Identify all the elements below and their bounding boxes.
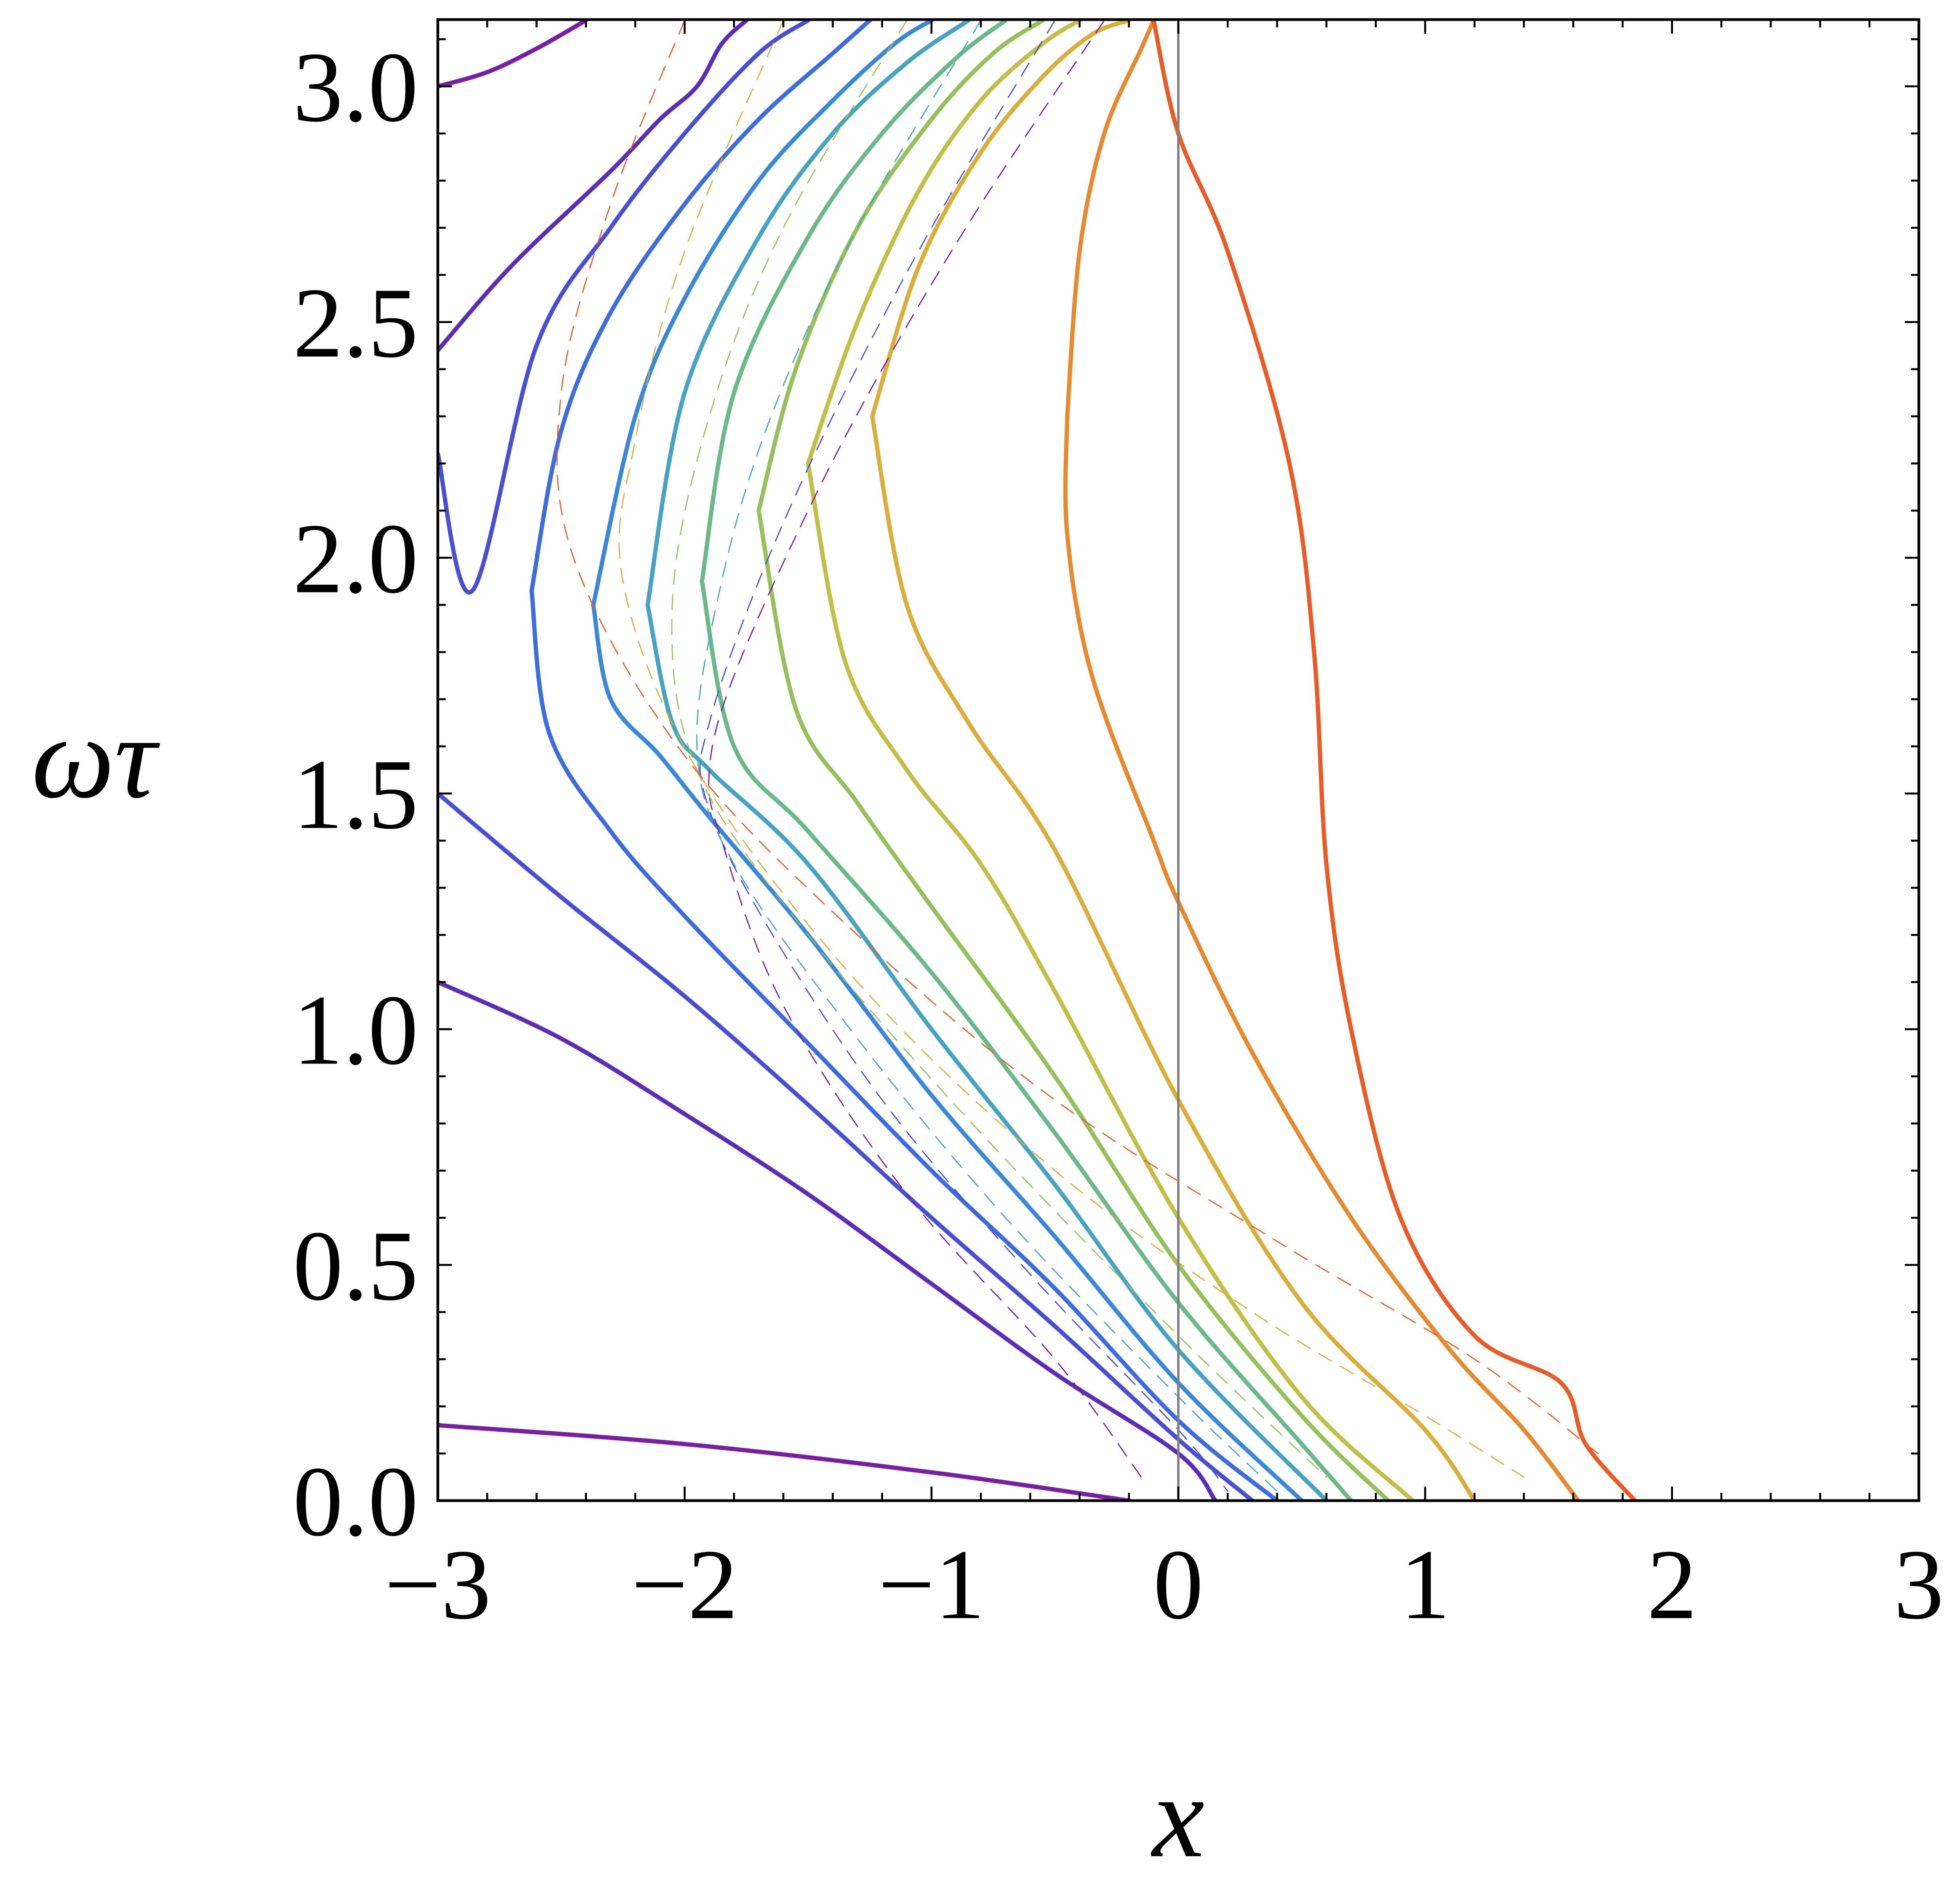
series-line-19 (870, 20, 1131, 419)
x-tick-label-6: 3 (1894, 1529, 1944, 1640)
series-line-16 (806, 461, 1415, 1501)
y-axis-label: ωτ (31, 692, 160, 822)
x-tick-label-2: −1 (878, 1529, 984, 1640)
series-line-22 (1151, 20, 1637, 1501)
series-line-9 (591, 20, 934, 607)
x-tick-label-0: −3 (385, 1529, 491, 1640)
dashed-series-line-24 (699, 20, 1228, 1492)
dashed-series-line-25 (696, 20, 1278, 1492)
y-tick-label-6: 3.0 (293, 32, 418, 143)
x-tick-label-5: 2 (1647, 1529, 1697, 1640)
series-line-11 (645, 20, 971, 607)
series-line-4 (438, 791, 1255, 1501)
series-line-13 (700, 20, 1008, 583)
tick-label-layer: −3 −2 −1 0 1 2 3 0.0 0.5 1.0 1.5 2.0 2.5 3.0 (293, 32, 1944, 1640)
tick-layer (437, 20, 1920, 1502)
series-line-20 (1063, 414, 1580, 1501)
y-tick-label-1: 0.5 (293, 1210, 418, 1321)
x-tick-label-1: −2 (631, 1529, 738, 1640)
series-line-15 (756, 20, 1045, 513)
series-line-21 (1065, 20, 1156, 419)
y-tick-label-3: 1.5 (293, 739, 418, 850)
series-line-5 (438, 20, 810, 595)
series-line-7 (529, 20, 872, 593)
series-line-18 (870, 414, 1477, 1501)
y-tick-label-0: 0.0 (293, 1446, 418, 1557)
x-axis-label: x (1151, 1752, 1205, 1882)
series-line-12 (700, 579, 1353, 1501)
y-tick-label-2: 1.0 (293, 975, 418, 1086)
dashed-series-line-23 (708, 20, 1142, 1478)
dashed-series-line-28 (556, 20, 1599, 1454)
series-line-14 (756, 508, 1391, 1501)
series-line-6 (529, 589, 1279, 1501)
x-tick-label-4: 1 (1400, 1529, 1450, 1640)
series-line-0 (438, 1423, 1131, 1501)
y-tick-label-5: 2.5 (293, 267, 418, 378)
series-line-1 (438, 20, 588, 89)
series-line-2 (438, 980, 1218, 1501)
y-tick-label-4: 2.0 (293, 503, 418, 614)
dashed-series-line-27 (618, 20, 1524, 1478)
series-line-3 (438, 20, 749, 353)
dashed-series-line-26 (671, 20, 1327, 1478)
series-line-8 (591, 603, 1304, 1501)
series-line-17 (806, 20, 1082, 466)
x-tick-label-3: 0 (1153, 1529, 1203, 1640)
